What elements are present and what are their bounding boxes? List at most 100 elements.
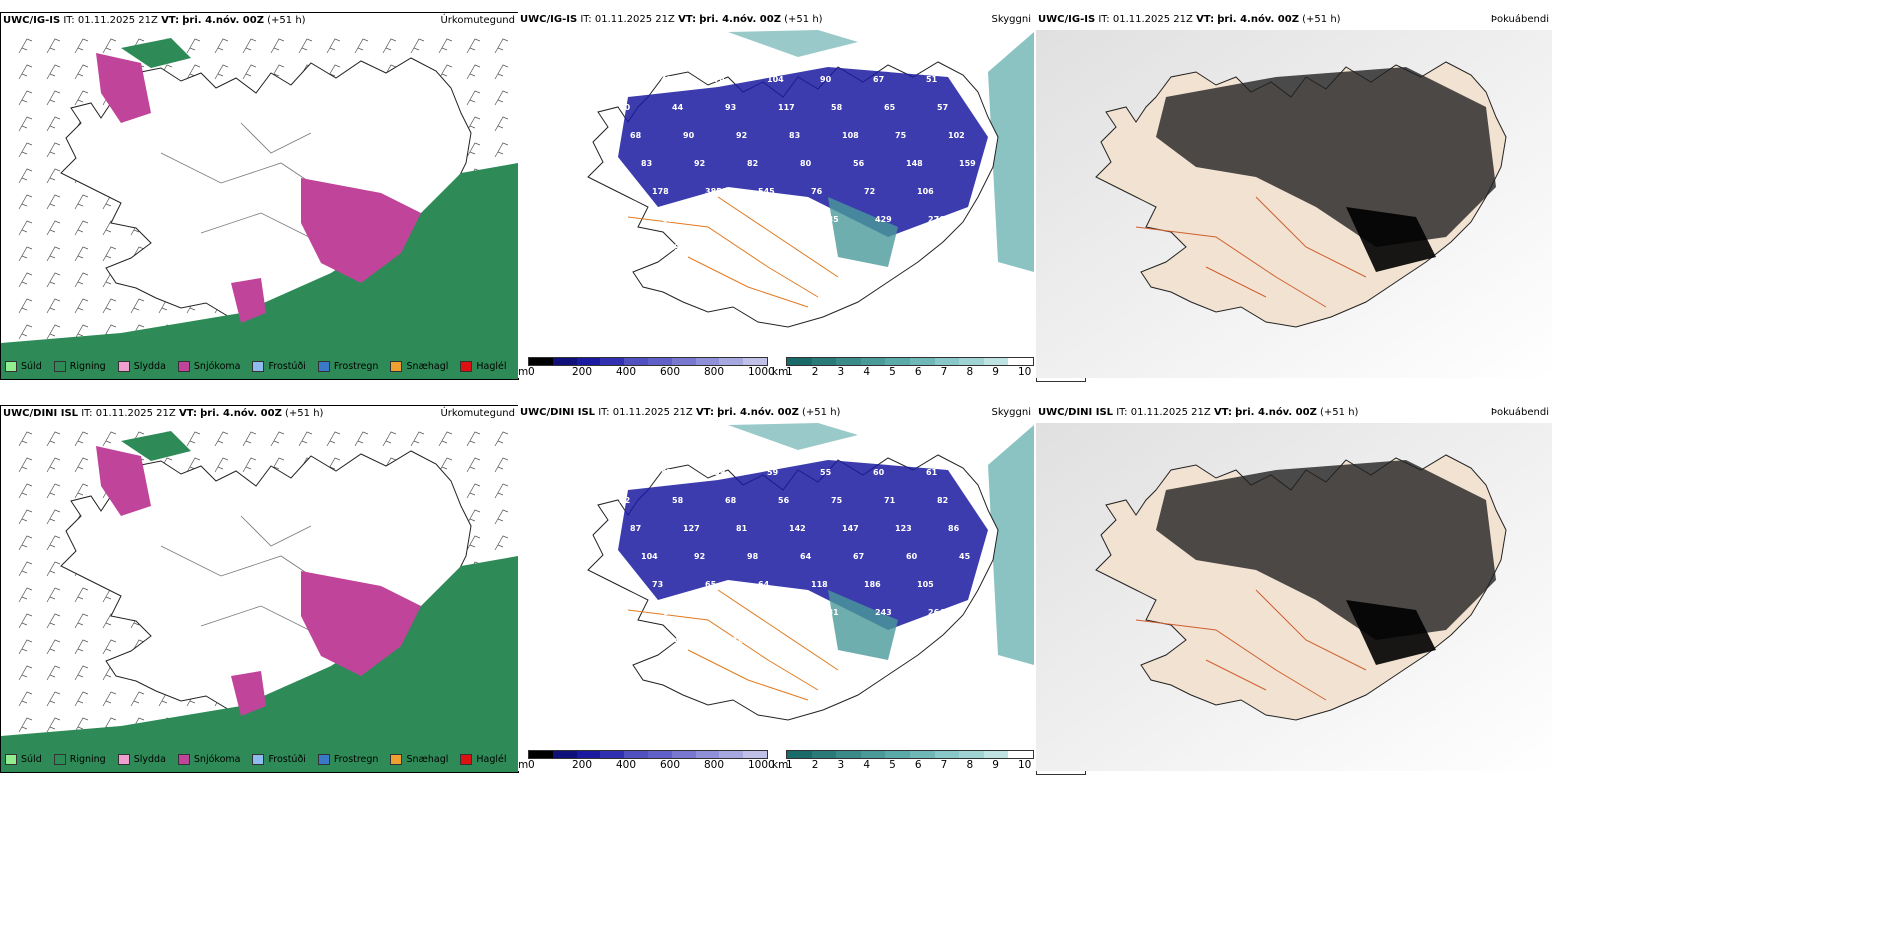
legend-item: Súld bbox=[5, 753, 42, 765]
colorbar-unit: km bbox=[772, 759, 789, 771]
colorbar-tick: 3 bbox=[837, 759, 845, 771]
colorbar-tick: 0 bbox=[528, 759, 535, 771]
legend-item: Snjókoma bbox=[177, 753, 240, 765]
legend-swatch bbox=[317, 753, 330, 765]
colorbar-step bbox=[836, 751, 861, 758]
legend-swatch bbox=[177, 360, 190, 372]
cloud-base-label: 65 bbox=[705, 580, 717, 589]
cloud-base-label: 159 bbox=[959, 159, 976, 168]
cloud-base-label: 106 bbox=[917, 187, 934, 196]
colorbar-step bbox=[600, 358, 625, 365]
colorbar-step bbox=[624, 751, 648, 758]
cloud-base-label: 98 bbox=[747, 552, 759, 561]
cloud-base-label: 51 bbox=[926, 75, 938, 84]
colorbar-tick: 1 bbox=[786, 759, 793, 771]
cloud-base-label: 74 bbox=[714, 75, 726, 84]
colorbar-tick: 2 bbox=[811, 366, 819, 378]
cloud-base-label: 178 bbox=[652, 187, 669, 196]
cloud-base-label: 60 bbox=[619, 103, 631, 112]
legend-swatch bbox=[117, 360, 130, 372]
cloud-base-label: 90 bbox=[820, 75, 832, 84]
cloud-base-label: 83 bbox=[641, 159, 652, 168]
cloud-base-label: 68 bbox=[630, 131, 642, 140]
fog-map-bottom bbox=[1036, 423, 1552, 771]
cloud-base-label: 55 bbox=[820, 468, 832, 477]
legend-label: Súld bbox=[21, 360, 42, 372]
legend-swatch bbox=[460, 753, 473, 765]
colorbar-step bbox=[647, 751, 672, 758]
legend-label: Haglél bbox=[476, 360, 507, 372]
cloud-base-label: 61 bbox=[926, 468, 938, 477]
cloud-base-label: 535 bbox=[822, 215, 839, 224]
legend-label: Snæhagl bbox=[406, 360, 449, 372]
cloud-base-label: 327 bbox=[663, 215, 680, 224]
colorbar-tick: 600 bbox=[660, 366, 681, 378]
legend-label: Frostúði bbox=[268, 360, 306, 372]
colorbar-step bbox=[909, 358, 935, 365]
panel-title: Skyggni bbox=[991, 407, 1031, 418]
colorbar-step bbox=[934, 751, 960, 758]
cloud-base-label: 48 bbox=[674, 636, 686, 645]
legend-label: Rigning bbox=[69, 753, 106, 765]
cloud-base-label: 93 bbox=[725, 103, 736, 112]
colorbar-step bbox=[695, 751, 720, 758]
cloud-base-label: 75 bbox=[895, 131, 907, 140]
colorbar-step bbox=[600, 751, 625, 758]
colorbar-tick: 1000 bbox=[748, 759, 775, 771]
cloud-base-label: 118 bbox=[811, 580, 828, 589]
colorbar-tick: 200 bbox=[572, 759, 593, 771]
legend-swatch bbox=[460, 360, 473, 372]
colorbar-step bbox=[552, 751, 577, 758]
legend-label: Frostúði bbox=[268, 753, 306, 765]
legend-item: Snæhagl bbox=[390, 360, 449, 372]
colorbar-step bbox=[552, 358, 577, 365]
cloud-base-label: 123 bbox=[895, 524, 912, 533]
cloud-panel-bottom: 79 87 89 59 55 60 61 52 58 68 56 75 71 82 87 127 81 142 14… bbox=[518, 405, 1034, 771]
legend-item: Rigning bbox=[53, 360, 106, 372]
colorbar-tick: 8 bbox=[966, 366, 974, 378]
fog-map-top bbox=[1036, 30, 1552, 378]
colorbar-tick: 10 bbox=[1018, 366, 1032, 378]
colorbar-tick: 4 bbox=[863, 759, 871, 771]
panel-header: UWC/DINI ISL IT: 01.11.2025 21Z VT: þri.… bbox=[3, 408, 324, 419]
cloud-base-label: 87 bbox=[769, 608, 780, 617]
cloud-base-label: 82 bbox=[747, 159, 758, 168]
panel-header: UWC/IG-IS IT: 01.11.2025 21Z VT: þri. 4.… bbox=[3, 15, 306, 26]
panel-title: Skyggni bbox=[991, 14, 1031, 25]
cloud-base-label: 660 bbox=[716, 215, 733, 224]
colorbar-tick: 8 bbox=[966, 759, 974, 771]
colorbar-step bbox=[811, 751, 837, 758]
legend-item: Frostúði bbox=[252, 753, 306, 765]
cloud-base-label: 73 bbox=[652, 580, 663, 589]
cloud-base-label: 65 bbox=[884, 103, 896, 112]
colorbar-step bbox=[743, 358, 767, 365]
colorbar-tick: 6 bbox=[914, 759, 922, 771]
cloud-base-label: 56 bbox=[778, 496, 790, 505]
panel-title: Þokuábendi bbox=[1490, 407, 1549, 418]
cloud-map-top: 40 42 74 104 90 67 51 60 44 93 117 58 65 57 68 90 92 83 10… bbox=[587, 30, 1034, 328]
colorbar-tick: 10 bbox=[1018, 759, 1032, 771]
legend-label: Frostregn bbox=[333, 360, 379, 372]
legend-label: Haglél bbox=[476, 753, 507, 765]
cloud-base-label: 67 bbox=[853, 552, 864, 561]
legend-label: Súld bbox=[21, 753, 42, 765]
cloud-base-label: 86 bbox=[948, 524, 960, 533]
colorbar-tick: 400 bbox=[616, 759, 637, 771]
colorbar-step bbox=[860, 358, 886, 365]
cloud-base-label: 90 bbox=[683, 131, 695, 140]
colorbar-tick: 7 bbox=[940, 759, 948, 771]
cloud-base-label: 429 bbox=[875, 215, 892, 224]
colorbar-tick: 1000 bbox=[748, 366, 775, 378]
colorbar-tick: 5 bbox=[889, 366, 896, 378]
colorbar-tick: 0 bbox=[528, 366, 535, 378]
cloud-base-label: 102 bbox=[948, 131, 965, 140]
cloud-base-label: 92 bbox=[736, 131, 747, 140]
colorbar-m: m 0 200 400 600 800 1000 bbox=[518, 750, 775, 771]
colorbar-tick: 600 bbox=[660, 759, 681, 771]
cloud-base-label: 142 bbox=[789, 524, 806, 533]
cloud-base-label: 44 bbox=[672, 103, 684, 112]
colorbar-tick: 400 bbox=[616, 366, 637, 378]
colorbar-tick: 3 bbox=[837, 366, 845, 378]
cloud-base-label: 131 bbox=[822, 608, 839, 617]
legend-swatch bbox=[53, 360, 66, 372]
